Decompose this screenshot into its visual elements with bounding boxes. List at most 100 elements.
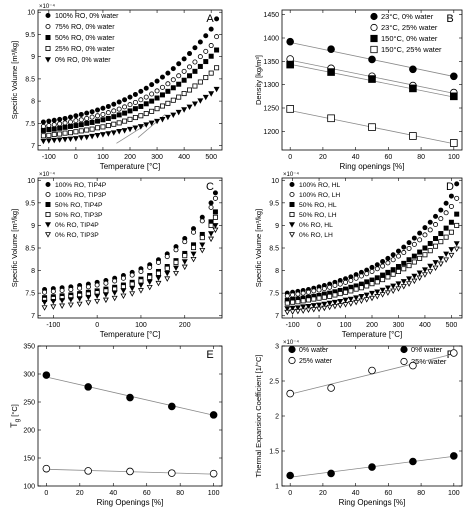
- data-point: [380, 272, 386, 278]
- data-point: [67, 119, 73, 125]
- legend-label: 50% RO, HL: [299, 202, 337, 209]
- data-point: [57, 131, 63, 137]
- data-point: [409, 65, 417, 74]
- data-point: [197, 63, 203, 69]
- data-point: [105, 110, 111, 116]
- x-tick-label: 0: [317, 322, 321, 329]
- data-point: [348, 278, 354, 284]
- data-point: [427, 227, 433, 233]
- legend-label: 50% RO, TIP3P: [55, 212, 103, 219]
- data-point: [380, 259, 386, 265]
- panel-letter: C: [206, 181, 214, 193]
- data-point: [85, 284, 91, 290]
- data-point: [59, 287, 65, 293]
- panel-a: -100 0 100 200 300 400 500 7 7.5 8 8.5 9 9.5 10 Temper…: [10, 3, 223, 171]
- data-point: [326, 300, 333, 307]
- data-point: [129, 272, 135, 278]
- data-point: [337, 291, 343, 297]
- data-point: [56, 137, 63, 143]
- data-point: [138, 278, 144, 284]
- legend-marker: [370, 34, 378, 43]
- data-point: [208, 91, 215, 97]
- y-tick-label: 7.5: [269, 291, 279, 298]
- data-point: [62, 137, 69, 143]
- x-tick-label: 80: [176, 490, 184, 497]
- data-point: [116, 120, 122, 126]
- y-tick-label: 10: [27, 178, 35, 185]
- y-tick-label: 8.5: [25, 76, 35, 83]
- y-tick-label: 7: [275, 313, 279, 320]
- data-point: [51, 137, 58, 144]
- data-point: [73, 118, 79, 124]
- data-point: [105, 131, 112, 137]
- data-point: [46, 132, 52, 138]
- x-tick-label: 200: [366, 322, 378, 329]
- x-tick-label: 400: [178, 154, 190, 161]
- data-point: [374, 266, 380, 272]
- data-point: [164, 276, 171, 282]
- data-point: [300, 298, 306, 304]
- data-point: [94, 299, 101, 305]
- data-point: [353, 295, 360, 301]
- data-point: [154, 106, 160, 112]
- data-point: [127, 94, 133, 100]
- data-point: [192, 45, 198, 51]
- data-point: [155, 275, 162, 281]
- data-point: [390, 257, 396, 263]
- data-point: [111, 290, 118, 296]
- exponent-label: ×10⁻⁴: [39, 3, 55, 10]
- series-3: [286, 60, 458, 101]
- data-point: [84, 467, 92, 475]
- data-point: [181, 259, 188, 265]
- data-point: [62, 115, 68, 121]
- data-point: [120, 288, 127, 294]
- data-point: [105, 123, 111, 129]
- data-point: [127, 116, 133, 122]
- legend: 100% RO, HL 100% RO, LH 50% RO, HL 50% RO, …: [289, 181, 341, 239]
- data-point: [191, 245, 197, 251]
- data-point: [326, 304, 333, 311]
- data-point: [286, 37, 294, 46]
- series-4: [284, 222, 460, 306]
- panel-d: -100 0 100 200 300 400 500 7 7.5 8 8.5 9 9.5 10 Temper…: [254, 171, 463, 339]
- data-point: [187, 73, 193, 79]
- legend-marker: [289, 222, 295, 228]
- data-point: [132, 125, 139, 131]
- data-point: [51, 131, 57, 137]
- data-point: [417, 237, 423, 243]
- y-tick-label: 10: [27, 10, 35, 17]
- data-point: [347, 296, 354, 303]
- legend-label: 50% RO, TIP4P: [55, 202, 103, 209]
- data-point: [385, 269, 391, 275]
- data-point: [214, 65, 220, 71]
- legend-label: 23°C, 0% water: [381, 12, 434, 21]
- data-point: [411, 273, 418, 280]
- data-point: [100, 117, 106, 123]
- data-point: [409, 457, 417, 466]
- panel-letter: A: [206, 13, 214, 25]
- legend-label: 100% RO, TIP4P: [55, 182, 107, 189]
- data-point: [203, 75, 209, 81]
- data-point: [126, 467, 134, 476]
- data-point: [122, 110, 128, 116]
- legend: 23°C, 0% water 23°C, 25% water 150°C, 0% w…: [370, 12, 442, 54]
- data-point: [116, 112, 122, 118]
- data-point: [208, 222, 214, 228]
- data-point: [143, 94, 149, 100]
- legend-marker: [45, 191, 51, 197]
- series-1: [286, 37, 458, 81]
- data-point: [149, 91, 155, 97]
- x-tick-label: 100: [135, 322, 147, 329]
- data-point: [67, 302, 74, 309]
- data-point: [181, 68, 187, 74]
- data-point: [369, 268, 375, 274]
- data-point: [448, 229, 454, 235]
- data-point: [342, 302, 349, 308]
- x-tick-label: 0: [74, 154, 78, 161]
- data-point: [132, 99, 138, 105]
- data-point: [78, 135, 85, 141]
- y-axis-label: Specific Volume [m³/kg]: [254, 209, 263, 287]
- data-point: [411, 259, 417, 265]
- y-tick-label: 8: [31, 99, 35, 106]
